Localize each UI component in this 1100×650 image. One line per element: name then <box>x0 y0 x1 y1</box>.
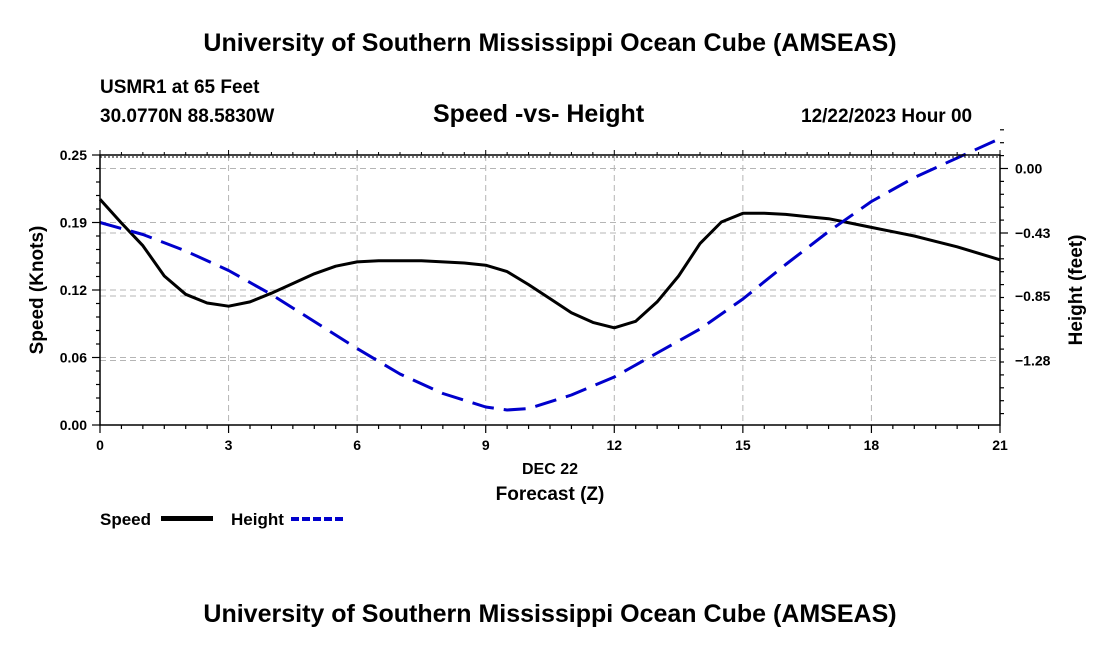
location-label: 30.0770N 88.5830W <box>100 106 275 127</box>
x-tick-label: 15 <box>735 437 751 453</box>
x-tick-label: 3 <box>225 437 233 453</box>
legend-swatch-speed <box>161 516 213 521</box>
grid <box>100 155 1000 425</box>
y-left-tick-label: 0.19 <box>60 215 87 231</box>
station-label: USMR1 at 65 Feet <box>100 77 260 98</box>
axes: 0 3 6 9 12 15 18 21 0.00 0.06 0.12 0.19 0.25 0.00 −0.4… <box>60 129 1051 453</box>
x-tick-label: 18 <box>864 437 880 453</box>
chart-title: University of Southern Mississippi Ocean… <box>203 29 897 57</box>
y-right-tick-label: −0.43 <box>1015 225 1051 241</box>
y-right-axis-label: Height (feet) <box>1066 235 1087 346</box>
date-label: DEC 22 <box>522 461 578 478</box>
x-tick-label: 21 <box>992 437 1008 453</box>
datetime-label: 12/22/2023 Hour 00 <box>801 106 973 127</box>
legend-label-speed: Speed <box>100 510 152 529</box>
y-left-tick-label: 0.12 <box>60 282 87 298</box>
series-group <box>98 137 1001 412</box>
legend-label-height: Height <box>231 510 284 529</box>
series-line-height <box>99 137 1001 412</box>
y-right-tick-label: −0.85 <box>1015 288 1051 304</box>
y-left-tick-label: 0.06 <box>60 350 87 366</box>
y-right-tick-label: 0.00 <box>1015 161 1042 177</box>
x-axis-label: Forecast (Z) <box>496 484 605 505</box>
series-line-speed <box>98 198 1001 330</box>
y-left-tick-label: 0.25 <box>60 147 87 163</box>
footer-title: University of Southern Mississippi Ocean… <box>203 600 897 628</box>
y-right-tick-label: −1.28 <box>1015 353 1051 369</box>
x-tick-label: 6 <box>353 437 361 453</box>
x-tick-label: 12 <box>606 437 622 453</box>
y-left-axis-label: Speed (Knots) <box>27 226 48 355</box>
legend-swatch-height <box>291 517 343 521</box>
chart-subtitle: Speed -vs- Height <box>433 100 645 128</box>
x-tick-label: 9 <box>482 437 490 453</box>
x-tick-label: 0 <box>96 437 104 453</box>
y-left-tick-label: 0.00 <box>60 417 87 433</box>
